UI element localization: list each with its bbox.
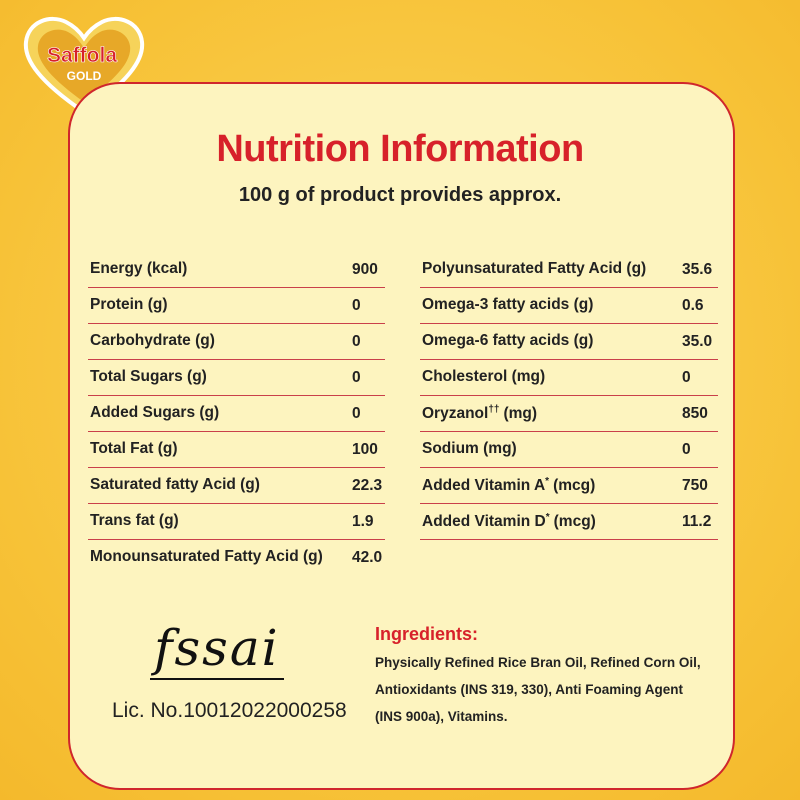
table-row: Monounsaturated Fatty Acid (g) 42.0 xyxy=(88,540,385,576)
nutrient-label: Omega-6 fatty acids (g) xyxy=(422,332,594,349)
nutrient-value: 0 xyxy=(352,405,361,422)
nutrient-label: Cholesterol (mg) xyxy=(422,368,546,385)
nutrient-unit: (mg) xyxy=(503,405,538,423)
nutrient-value: 42.0 xyxy=(352,549,383,566)
nutrient-name: Omega-3 fatty acids (g) xyxy=(422,296,593,314)
nutrient-value: 35.0 xyxy=(682,333,713,350)
nutrient-name: Added Vitamin A* (mcg) xyxy=(422,476,595,495)
nutrient-name: Added Vitamin D* (mcg) xyxy=(422,512,596,531)
license-number: Lic. No.10012022000258 xyxy=(112,699,347,722)
table-row: Trans fat (g) 1.9 xyxy=(88,504,385,540)
table-row: Sodium (mg) 0 xyxy=(420,432,718,468)
footnote-mark: †† xyxy=(488,404,500,415)
table-row: Carbohydrate (g) 0 xyxy=(88,324,385,360)
nutrient-name: Total Fat (g) xyxy=(90,440,178,458)
nutrient-value: 100 xyxy=(352,441,378,458)
nutrient-label: Total Fat (g) xyxy=(90,440,178,457)
logo-brand: Saffola xyxy=(47,44,117,67)
nutrient-name: Polyunsaturated Fatty Acid (g) xyxy=(422,260,646,278)
nutrient-value: 0 xyxy=(682,441,691,458)
table-row: Energy (kcal) 900 xyxy=(88,252,385,288)
table-row: Polyunsaturated Fatty Acid (g) 35.6 xyxy=(420,252,718,288)
table-row: Added Sugars (g) 0 xyxy=(88,396,385,432)
nutrient-value: 900 xyxy=(352,261,378,278)
fssai-logo: fssai xyxy=(150,618,284,680)
nutrient-label: Total Sugars (g) xyxy=(90,368,207,385)
nutrient-name: Total Sugars (g) xyxy=(90,368,207,386)
footnote-mark: * xyxy=(545,512,550,523)
logo-variant: GOLD xyxy=(67,69,102,83)
table-row: Omega-3 fatty acids (g) 0.6 xyxy=(420,288,718,324)
nutrient-label: Trans fat (g) xyxy=(90,512,179,529)
nutrient-value: 35.6 xyxy=(682,261,713,278)
nutrient-name: Carbohydrate (g) xyxy=(90,332,215,350)
nutrient-unit: (mcg) xyxy=(553,477,596,495)
right-table: Polyunsaturated Fatty Acid (g) 35.6 Omega-… xyxy=(420,252,718,540)
table-row: Total Sugars (g) 0 xyxy=(88,360,385,396)
nutrient-value: 0 xyxy=(682,369,691,386)
panel xyxy=(68,82,735,790)
nutrient-value: 22.3 xyxy=(352,477,383,494)
nutrient-label: Saturated fatty Acid (g) xyxy=(90,476,260,493)
nutrient-label: Monounsaturated Fatty Acid (g) xyxy=(90,548,323,565)
table-row: Cholesterol (mg) 0 xyxy=(420,360,718,396)
ingredients-heading: Ingredients: xyxy=(375,624,479,644)
nutrient-label: Polyunsaturated Fatty Acid (g) xyxy=(422,260,647,277)
ingredients-line: Antioxidants (INS 319, 330), Anti Foamin… xyxy=(375,682,684,697)
nutrient-value: 1.9 xyxy=(352,513,374,530)
nutrient-name: Oryzanol†† (mg) xyxy=(422,404,537,423)
table-row: Added Vitamin A* (mcg) 750 xyxy=(420,468,718,504)
title: Nutrition Information xyxy=(216,128,584,170)
nutrient-label: Added Vitamin D xyxy=(422,513,546,531)
nutrient-name: Protein (g) xyxy=(90,296,168,314)
table-row: Added Vitamin D* (mcg) 11.2 xyxy=(420,504,718,540)
nutrient-value: 0 xyxy=(352,369,361,386)
subtitle: 100 g of product provides approx. xyxy=(238,184,562,206)
nutrient-unit: (mcg) xyxy=(553,513,596,531)
nutrient-name: Trans fat (g) xyxy=(90,512,179,530)
nutrient-label: Added Sugars (g) xyxy=(90,404,220,421)
nutrient-value: 750 xyxy=(682,477,708,494)
nutrient-value: 0 xyxy=(352,333,361,350)
table-row: Saturated fatty Acid (g) 22.3 xyxy=(88,468,385,504)
nutrient-label: Omega-3 fatty acids (g) xyxy=(422,296,594,313)
nutrient-name: Saturated fatty Acid (g) xyxy=(90,476,260,494)
table-row: Protein (g) 0 xyxy=(88,288,385,324)
nutrient-value: 850 xyxy=(682,405,708,422)
nutrient-value: 0 xyxy=(352,297,361,314)
table-row: Omega-6 fatty acids (g) 35.0 xyxy=(420,324,718,360)
footnote-mark: * xyxy=(545,476,550,487)
nutrient-label: Sodium (mg) xyxy=(422,440,517,457)
nutrient-value: 0.6 xyxy=(682,297,704,314)
nutrient-label: Oryzanol xyxy=(422,405,489,423)
nutrient-name: Cholesterol (mg) xyxy=(422,368,545,386)
nutrient-label: Added Vitamin A xyxy=(422,477,546,495)
left-table: Energy (kcal) 900 Protein (g) 0 Carbohydrate… xyxy=(88,252,385,576)
nutrient-name: Energy (kcal) xyxy=(90,260,187,278)
ingredients-line: Physically Refined Rice Bran Oil, Refine… xyxy=(375,655,701,670)
nutrient-name: Monounsaturated Fatty Acid (g) xyxy=(90,548,323,566)
nutrient-value: 11.2 xyxy=(682,513,712,530)
table-row: Oryzanol†† (mg) 850 xyxy=(420,396,718,432)
nutrient-label: Carbohydrate (g) xyxy=(90,332,215,349)
nutrient-label: Protein (g) xyxy=(90,296,168,313)
nutrient-name: Added Sugars (g) xyxy=(90,404,219,422)
table-row: Total Fat (g) 100 xyxy=(88,432,385,468)
nutrient-name: Sodium (mg) xyxy=(422,440,517,458)
ingredients-line: (INS 900a), Vitamins. xyxy=(375,709,508,724)
nutrient-label: Energy (kcal) xyxy=(90,260,188,277)
nutrient-name: Omega-6 fatty acids (g) xyxy=(422,332,593,350)
